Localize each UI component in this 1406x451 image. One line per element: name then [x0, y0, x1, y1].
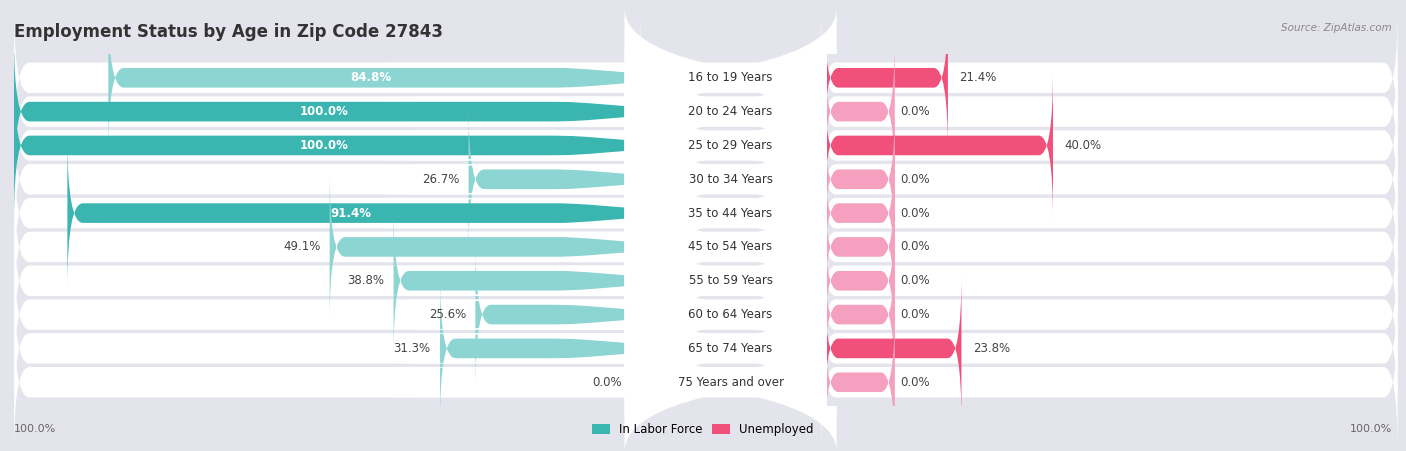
Text: 16 to 19 Years: 16 to 19 Years — [689, 71, 773, 84]
FancyBboxPatch shape — [821, 76, 1398, 215]
FancyBboxPatch shape — [354, 313, 1107, 451]
Text: 60 to 64 Years: 60 to 64 Years — [689, 308, 773, 321]
Text: 25 to 29 Years: 25 to 29 Years — [689, 139, 773, 152]
Text: Source: ZipAtlas.com: Source: ZipAtlas.com — [1281, 23, 1392, 32]
FancyBboxPatch shape — [14, 245, 640, 384]
FancyBboxPatch shape — [821, 313, 1398, 451]
FancyBboxPatch shape — [354, 245, 1107, 384]
Text: 26.7%: 26.7% — [422, 173, 460, 186]
FancyBboxPatch shape — [108, 3, 637, 152]
FancyBboxPatch shape — [354, 9, 1107, 147]
FancyBboxPatch shape — [821, 178, 1398, 316]
Text: 21.4%: 21.4% — [959, 71, 997, 84]
FancyBboxPatch shape — [821, 212, 1398, 350]
Text: 40.0%: 40.0% — [1064, 139, 1101, 152]
FancyBboxPatch shape — [824, 138, 894, 288]
FancyBboxPatch shape — [354, 212, 1107, 350]
Text: 0.0%: 0.0% — [900, 105, 931, 118]
FancyBboxPatch shape — [354, 76, 1107, 215]
FancyBboxPatch shape — [821, 279, 1398, 418]
FancyBboxPatch shape — [468, 105, 637, 254]
Text: 91.4%: 91.4% — [330, 207, 371, 220]
Text: 0.0%: 0.0% — [900, 376, 931, 389]
FancyBboxPatch shape — [475, 240, 637, 389]
FancyBboxPatch shape — [14, 313, 640, 451]
FancyBboxPatch shape — [14, 42, 640, 181]
FancyBboxPatch shape — [821, 110, 1398, 249]
Text: 100.0%: 100.0% — [1350, 424, 1392, 434]
Text: 0.0%: 0.0% — [900, 173, 931, 186]
FancyBboxPatch shape — [14, 71, 637, 220]
FancyBboxPatch shape — [14, 9, 640, 147]
Text: 38.8%: 38.8% — [347, 274, 384, 287]
FancyBboxPatch shape — [67, 138, 637, 288]
FancyBboxPatch shape — [354, 110, 1107, 249]
Text: 23.8%: 23.8% — [973, 342, 1010, 355]
Text: Employment Status by Age in Zip Code 27843: Employment Status by Age in Zip Code 278… — [14, 23, 443, 41]
FancyBboxPatch shape — [821, 9, 1398, 147]
Text: 100.0%: 100.0% — [299, 139, 349, 152]
FancyBboxPatch shape — [14, 37, 637, 186]
FancyBboxPatch shape — [440, 274, 637, 423]
FancyBboxPatch shape — [14, 144, 640, 282]
FancyBboxPatch shape — [824, 3, 948, 152]
Text: 0.0%: 0.0% — [900, 308, 931, 321]
FancyBboxPatch shape — [824, 240, 894, 389]
FancyBboxPatch shape — [394, 206, 637, 355]
FancyBboxPatch shape — [824, 274, 962, 423]
FancyBboxPatch shape — [329, 172, 637, 322]
Text: 55 to 59 Years: 55 to 59 Years — [689, 274, 772, 287]
FancyBboxPatch shape — [354, 42, 1107, 181]
FancyBboxPatch shape — [824, 172, 894, 322]
FancyBboxPatch shape — [821, 245, 1398, 384]
FancyBboxPatch shape — [354, 144, 1107, 282]
FancyBboxPatch shape — [14, 212, 640, 350]
FancyBboxPatch shape — [14, 110, 640, 249]
FancyBboxPatch shape — [821, 144, 1398, 282]
FancyBboxPatch shape — [824, 308, 894, 451]
Text: 45 to 54 Years: 45 to 54 Years — [689, 240, 773, 253]
Text: 65 to 74 Years: 65 to 74 Years — [689, 342, 773, 355]
Text: 100.0%: 100.0% — [299, 105, 349, 118]
Text: 0.0%: 0.0% — [900, 240, 931, 253]
FancyBboxPatch shape — [824, 206, 894, 355]
Legend: In Labor Force, Unemployed: In Labor Force, Unemployed — [588, 418, 818, 441]
FancyBboxPatch shape — [14, 178, 640, 316]
FancyBboxPatch shape — [824, 37, 894, 186]
Text: 0.0%: 0.0% — [592, 376, 621, 389]
Text: 35 to 44 Years: 35 to 44 Years — [689, 207, 773, 220]
Text: 0.0%: 0.0% — [900, 207, 931, 220]
Text: 20 to 24 Years: 20 to 24 Years — [689, 105, 773, 118]
FancyBboxPatch shape — [14, 279, 640, 418]
Text: 84.8%: 84.8% — [350, 71, 392, 84]
Text: 0.0%: 0.0% — [900, 274, 931, 287]
FancyBboxPatch shape — [824, 71, 1053, 220]
FancyBboxPatch shape — [821, 42, 1398, 181]
Text: 100.0%: 100.0% — [14, 424, 56, 434]
Text: 49.1%: 49.1% — [283, 240, 321, 253]
Text: 31.3%: 31.3% — [394, 342, 430, 355]
FancyBboxPatch shape — [824, 105, 894, 254]
Text: 30 to 34 Years: 30 to 34 Years — [689, 173, 772, 186]
FancyBboxPatch shape — [14, 76, 640, 215]
FancyBboxPatch shape — [354, 279, 1107, 418]
FancyBboxPatch shape — [354, 178, 1107, 316]
Text: 75 Years and over: 75 Years and over — [678, 376, 783, 389]
Text: 25.6%: 25.6% — [429, 308, 465, 321]
